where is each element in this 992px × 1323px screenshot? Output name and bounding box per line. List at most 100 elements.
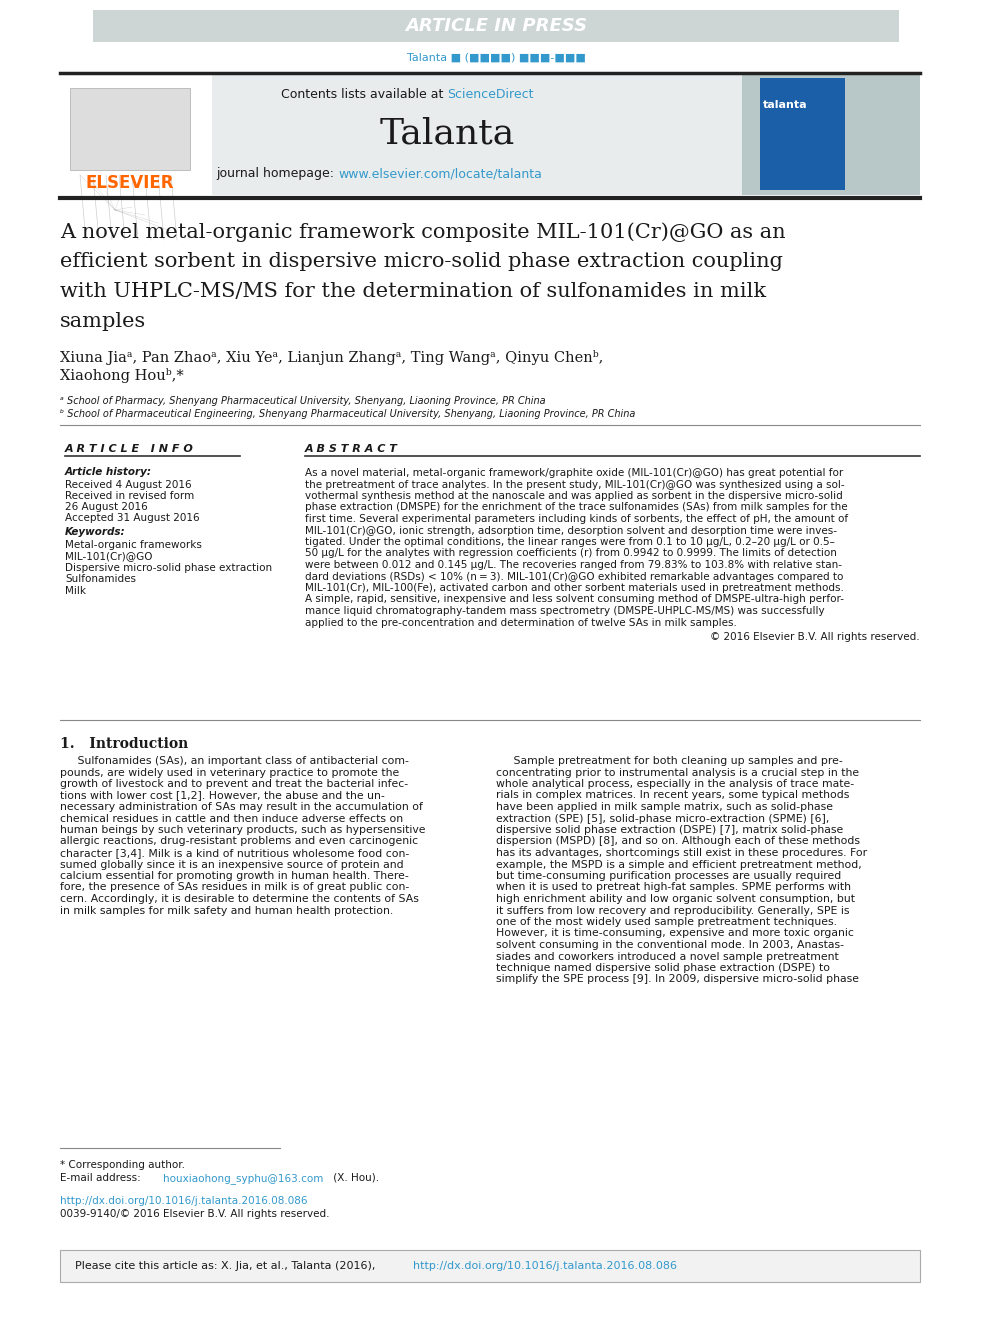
Text: MIL-101(Cr)@GO: MIL-101(Cr)@GO [65, 552, 153, 561]
Text: solvent consuming in the conventional mode. In 2003, Anastas-: solvent consuming in the conventional mo… [496, 941, 844, 950]
Bar [70, 89, 190, 169]
Text: tions with lower cost [1,2]. However, the abuse and the un-: tions with lower cost [1,2]. However, th… [60, 791, 385, 800]
Text: 26 August 2016: 26 August 2016 [65, 501, 148, 512]
Text: Article history:: Article history: [65, 467, 152, 478]
Text: 1.   Introduction: 1. Introduction [60, 737, 188, 751]
Text: E-mail address:: E-mail address: [60, 1174, 144, 1183]
Text: Dispersive micro-solid phase extraction: Dispersive micro-solid phase extraction [65, 564, 272, 573]
Text: high enrichment ability and low organic solvent consumption, but: high enrichment ability and low organic … [496, 894, 855, 904]
Text: efficient sorbent in dispersive micro-solid phase extraction coupling: efficient sorbent in dispersive micro-so… [60, 251, 783, 271]
Text: Please cite this article as: X. Jia, et al., Talanta (2016),: Please cite this article as: X. Jia, et … [75, 1261, 379, 1271]
Text: talanta: talanta [763, 101, 807, 110]
Text: the pretreatment of trace analytes. In the present study, MIL-101(Cr)@GO was syn: the pretreatment of trace analytes. In t… [305, 479, 844, 490]
Text: dispersion (MSPD) [8], and so on. Although each of these methods: dispersion (MSPD) [8], and so on. Althou… [496, 836, 860, 847]
Text: Received 4 August 2016: Received 4 August 2016 [65, 480, 191, 490]
Text: example, the MSPD is a simple and efficient pretreatment method,: example, the MSPD is a simple and effici… [496, 860, 862, 869]
Text: * Corresponding author.: * Corresponding author. [60, 1160, 185, 1170]
Text: MIL-101(Cr), MIL-100(Fe), activated carbon and other sorbent materials used in p: MIL-101(Cr), MIL-100(Fe), activated carb… [305, 583, 844, 593]
Text: ARTICLE IN PRESS: ARTICLE IN PRESS [405, 17, 587, 34]
Text: A novel metal-organic framework composite MIL-101(Cr)@GO as an: A novel metal-organic framework composit… [60, 222, 786, 242]
Bar [816, 78, 828, 191]
Text: vothermal synthesis method at the nanoscale and was applied as sorbent in the di: vothermal synthesis method at the nanosc… [305, 491, 843, 501]
Bar [774, 78, 786, 191]
Text: Keywords:: Keywords: [65, 527, 126, 537]
Bar [93, 11, 899, 42]
Text: chemical residues in cattle and then induce adverse effects on: chemical residues in cattle and then ind… [60, 814, 403, 823]
Text: Metal-organic frameworks: Metal-organic frameworks [65, 540, 202, 550]
Text: MIL-101(Cr)@GO, ionic strength, adsorption time, desorption solvent and desorpti: MIL-101(Cr)@GO, ionic strength, adsorpti… [305, 525, 837, 536]
Text: growth of livestock and to prevent and treat the bacterial infec-: growth of livestock and to prevent and t… [60, 779, 408, 789]
Text: fore, the presence of SAs residues in milk is of great public con-: fore, the presence of SAs residues in mi… [60, 882, 410, 893]
Text: Accepted 31 August 2016: Accepted 31 August 2016 [65, 513, 199, 523]
Bar [760, 78, 845, 191]
Text: whole analytical process, especially in the analysis of trace mate-: whole analytical process, especially in … [496, 779, 854, 789]
Text: allergic reactions, drug-resistant problems and even carcinogenic: allergic reactions, drug-resistant probl… [60, 836, 418, 847]
Text: applied to the pre-concentration and determination of twelve SAs in milk samples: applied to the pre-concentration and det… [305, 618, 737, 627]
Text: However, it is time-consuming, expensive and more toxic organic: However, it is time-consuming, expensive… [496, 929, 854, 938]
Text: A B S T R A C T: A B S T R A C T [305, 445, 398, 454]
Text: rials in complex matrices. In recent years, some typical methods: rials in complex matrices. In recent yea… [496, 791, 849, 800]
Text: siades and coworkers introduced a novel sample pretreatment: siades and coworkers introduced a novel … [496, 951, 839, 962]
Bar [760, 78, 772, 191]
Text: dard deviations (RSDs) < 10% (n = 3). MIL-101(Cr)@GO exhibited remarkable advant: dard deviations (RSDs) < 10% (n = 3). MI… [305, 572, 843, 582]
Text: first time. Several experimental parameters including kinds of sorbents, the eff: first time. Several experimental paramet… [305, 515, 848, 524]
Text: one of the most widely used sample pretreatment techniques.: one of the most widely used sample pretr… [496, 917, 837, 927]
Text: when it is used to pretreat high-fat samples. SPME performs with: when it is used to pretreat high-fat sam… [496, 882, 851, 893]
Text: http://dx.doi.org/10.1016/j.talanta.2016.08.086: http://dx.doi.org/10.1016/j.talanta.2016… [60, 1196, 308, 1207]
Text: simplify the SPE process [9]. In 2009, dispersive micro-solid phase: simplify the SPE process [9]. In 2009, d… [496, 975, 859, 984]
Text: tigated. Under the optimal conditions, the linear ranges were from 0.1 to 10 μg/: tigated. Under the optimal conditions, t… [305, 537, 835, 546]
Bar [788, 78, 800, 191]
Bar [830, 78, 842, 191]
Bar [210, 73, 740, 194]
Text: ᵇ School of Pharmaceutical Engineering, Shenyang Pharmaceutical University, Shen: ᵇ School of Pharmaceutical Engineering, … [60, 409, 635, 419]
Text: Sample pretreatment for both cleaning up samples and pre-: Sample pretreatment for both cleaning up… [496, 755, 843, 766]
Text: it suffers from low recovery and reproducibility. Generally, SPE is: it suffers from low recovery and reprodu… [496, 905, 849, 916]
Bar [60, 1250, 920, 1282]
Text: A R T I C L E   I N F O: A R T I C L E I N F O [65, 445, 193, 454]
Text: Milk: Milk [65, 586, 86, 595]
Text: phase extraction (DMSPE) for the enrichment of the trace sulfonamides (SAs) from: phase extraction (DMSPE) for the enrichm… [305, 503, 847, 512]
Text: journal homepage:: journal homepage: [216, 168, 338, 180]
Text: Xiaohong Houᵇ,*: Xiaohong Houᵇ,* [60, 368, 184, 382]
Text: http://dx.doi.org/10.1016/j.talanta.2016.08.086: http://dx.doi.org/10.1016/j.talanta.2016… [413, 1261, 677, 1271]
Text: with UHPLC-MS/MS for the determination of sulfonamides in milk: with UHPLC-MS/MS for the determination o… [60, 282, 766, 302]
Text: Contents lists available at: Contents lists available at [281, 89, 447, 102]
Text: samples: samples [60, 312, 146, 331]
Text: © 2016 Elsevier B.V. All rights reserved.: © 2016 Elsevier B.V. All rights reserved… [710, 632, 920, 642]
Text: in milk samples for milk safety and human health protection.: in milk samples for milk safety and huma… [60, 905, 393, 916]
Bar [802, 78, 814, 191]
Text: dispersive solid phase extraction (DSPE) [7], matrix solid-phase: dispersive solid phase extraction (DSPE)… [496, 826, 843, 835]
Text: character [3,4]. Milk is a kind of nutritious wholesome food con-: character [3,4]. Milk is a kind of nutri… [60, 848, 410, 859]
Text: ᵃ School of Pharmacy, Shenyang Pharmaceutical University, Shenyang, Liaoning Pro: ᵃ School of Pharmacy, Shenyang Pharmaceu… [60, 396, 546, 406]
Text: calcium essential for promoting growth in human health. There-: calcium essential for promoting growth i… [60, 871, 409, 881]
Text: ELSEVIER: ELSEVIER [85, 175, 175, 192]
Text: has its advantages, shortcomings still exist in these procedures. For: has its advantages, shortcomings still e… [496, 848, 867, 859]
Text: Sulfonamides: Sulfonamides [65, 574, 136, 585]
Text: were between 0.012 and 0.145 μg/L. The recoveries ranged from 79.83% to 103.8% w: were between 0.012 and 0.145 μg/L. The r… [305, 560, 842, 570]
Text: concentrating prior to instrumental analysis is a crucial step in the: concentrating prior to instrumental anal… [496, 767, 859, 778]
Text: (X. Hou).: (X. Hou). [330, 1174, 379, 1183]
Text: 0039-9140/© 2016 Elsevier B.V. All rights reserved.: 0039-9140/© 2016 Elsevier B.V. All right… [60, 1209, 329, 1218]
Text: human beings by such veterinary products, such as hypersensitive: human beings by such veterinary products… [60, 826, 426, 835]
Text: necessary administration of SAs may result in the accumulation of: necessary administration of SAs may resu… [60, 802, 423, 812]
Text: sumed globally since it is an inexpensive source of protein and: sumed globally since it is an inexpensiv… [60, 860, 404, 869]
Text: A simple, rapid, sensitive, inexpensive and less solvent consuming method of DMS: A simple, rapid, sensitive, inexpensive … [305, 594, 844, 605]
Text: Received in revised form: Received in revised form [65, 491, 194, 501]
Text: Sulfonamides (SAs), an important class of antibacterial com-: Sulfonamides (SAs), an important class o… [60, 755, 409, 766]
Text: cern. Accordingly, it is desirable to determine the contents of SAs: cern. Accordingly, it is desirable to de… [60, 894, 419, 904]
Text: extraction (SPE) [5], solid-phase micro-extraction (SPME) [6],: extraction (SPE) [5], solid-phase micro-… [496, 814, 829, 823]
Bar [60, 73, 742, 194]
Bar [60, 73, 212, 194]
Text: Xiuna Jiaᵃ, Pan Zhaoᵃ, Xiu Yeᵃ, Lianjun Zhangᵃ, Ting Wangᵃ, Qinyu Chenᵇ,: Xiuna Jiaᵃ, Pan Zhaoᵃ, Xiu Yeᵃ, Lianjun … [60, 351, 603, 365]
Text: ScienceDirect: ScienceDirect [447, 89, 534, 102]
Bar [60, 73, 212, 194]
Text: mance liquid chromatography-tandem mass spectrometry (DMSPE-UHPLC-MS/MS) was suc: mance liquid chromatography-tandem mass … [305, 606, 824, 617]
Text: pounds, are widely used in veterinary practice to promote the: pounds, are widely used in veterinary pr… [60, 767, 399, 778]
Text: but time-consuming purification processes are usually required: but time-consuming purification processe… [496, 871, 841, 881]
Text: www.elsevier.com/locate/talanta: www.elsevier.com/locate/talanta [338, 168, 542, 180]
Text: As a novel material, metal-organic framework/graphite oxide (MIL-101(Cr)@GO) has: As a novel material, metal-organic frame… [305, 468, 843, 478]
Text: 50 μg/L for the analytes with regression coefficients (r) from 0.9942 to 0.9999.: 50 μg/L for the analytes with regression… [305, 549, 837, 558]
Text: houxiaohong_syphu@163.com: houxiaohong_syphu@163.com [163, 1174, 323, 1184]
Text: Talanta: Talanta [379, 116, 515, 149]
Bar [742, 73, 920, 194]
